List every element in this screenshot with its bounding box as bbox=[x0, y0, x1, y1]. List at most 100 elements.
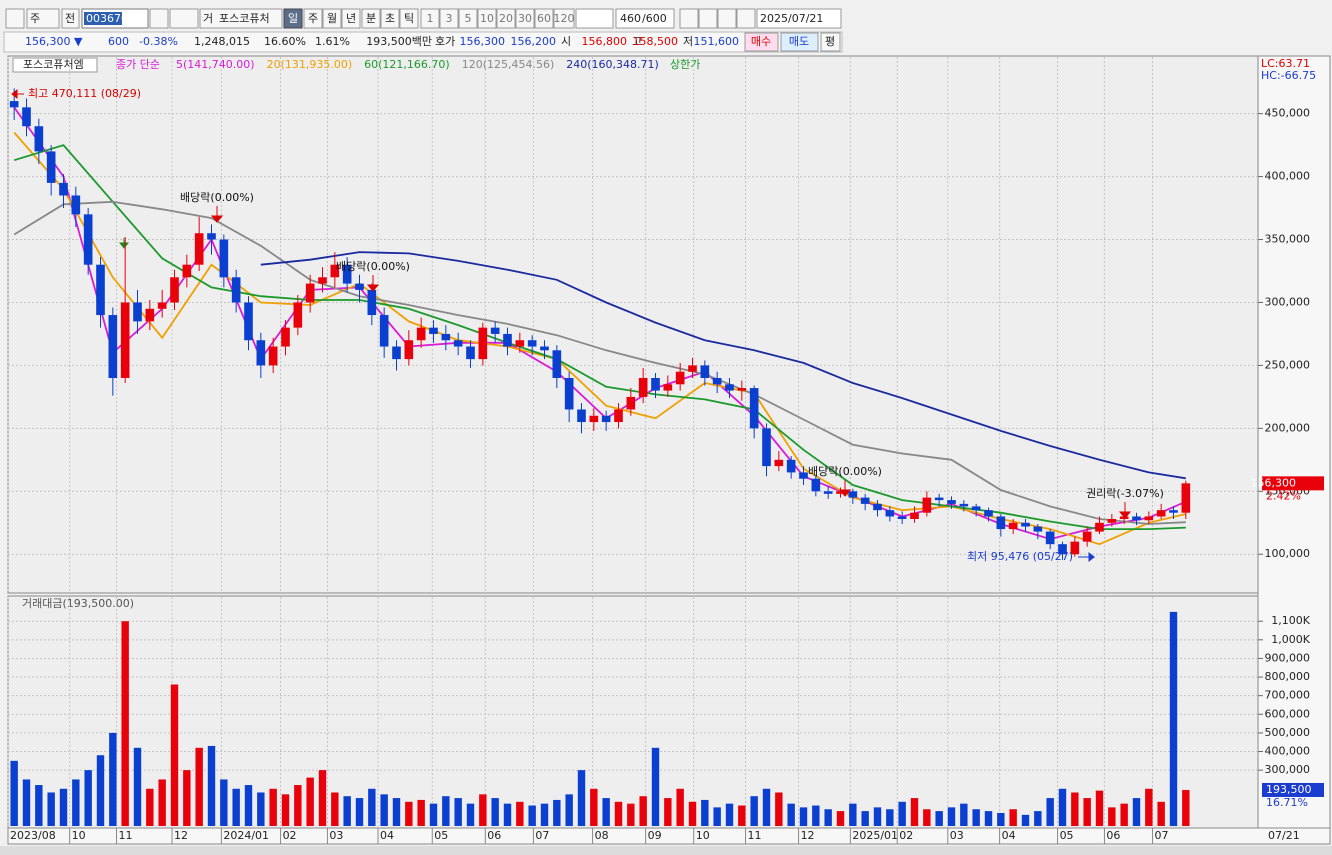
candle-body bbox=[1082, 531, 1092, 542]
sound-button[interactable] bbox=[169, 8, 199, 29]
candle-body bbox=[503, 333, 512, 347]
interval-button[interactable] bbox=[553, 8, 575, 29]
interval-button[interactable] bbox=[420, 8, 440, 29]
candle-body bbox=[367, 289, 377, 316]
legend-entry: 120(125,454.56) bbox=[462, 58, 555, 71]
interval-select[interactable] bbox=[575, 8, 614, 29]
period-button[interactable] bbox=[303, 8, 323, 29]
market-select[interactable] bbox=[26, 8, 60, 29]
volume-bar bbox=[22, 779, 31, 826]
volume-bar bbox=[479, 794, 487, 826]
sell-button[interactable] bbox=[780, 32, 819, 52]
volume-bar bbox=[1071, 792, 1079, 826]
save-button[interactable] bbox=[717, 8, 737, 29]
ma-type-label: 종가 단순 bbox=[116, 58, 160, 71]
period-button[interactable] bbox=[380, 8, 400, 29]
name-field[interactable] bbox=[199, 8, 283, 29]
x-tick-label: 07 bbox=[535, 829, 549, 842]
toolbar-text: 5 bbox=[465, 12, 472, 25]
toolbar-text: 10 bbox=[480, 12, 494, 25]
candle-body bbox=[453, 340, 463, 347]
volume-bar bbox=[466, 803, 475, 826]
volume-bar bbox=[207, 745, 216, 826]
buy-button[interactable] bbox=[744, 32, 779, 52]
toolbar-text: /600 bbox=[642, 12, 667, 25]
candle-body bbox=[700, 365, 710, 378]
candle-body bbox=[404, 340, 414, 360]
quote-text: -0.38% bbox=[139, 35, 178, 48]
date-input[interactable] bbox=[756, 8, 842, 29]
symbol-label: 포스코퓨처엠 bbox=[23, 58, 84, 71]
legend-entry: 20(131,935.00) bbox=[267, 58, 353, 71]
settings-button[interactable] bbox=[736, 8, 756, 29]
annotation-arrow bbox=[11, 88, 24, 100]
volume-bar bbox=[676, 788, 684, 826]
y-tick-label: 100,000 bbox=[1265, 547, 1311, 560]
volume-bar bbox=[380, 794, 388, 826]
interval-button[interactable] bbox=[458, 8, 478, 29]
candle-body bbox=[1070, 541, 1080, 555]
volume-bar bbox=[799, 807, 808, 826]
candle-body bbox=[83, 214, 93, 265]
scrollbar[interactable] bbox=[0, 846, 1332, 855]
interval-button[interactable] bbox=[496, 8, 516, 29]
volume-bar bbox=[886, 809, 894, 826]
quote-text: 16.60% bbox=[264, 35, 306, 48]
volume-bar bbox=[923, 809, 931, 826]
candle-body bbox=[577, 409, 586, 423]
period-button[interactable] bbox=[399, 8, 419, 29]
candle-body bbox=[182, 264, 192, 278]
candle-body bbox=[1033, 526, 1043, 532]
last-price-box bbox=[1262, 476, 1324, 491]
toolbar-text: 1 bbox=[427, 12, 434, 25]
period-button-selected[interactable] bbox=[283, 8, 303, 29]
interval-button[interactable] bbox=[477, 8, 497, 29]
x-tick-label: 05 bbox=[1060, 829, 1074, 842]
period-button[interactable] bbox=[361, 8, 381, 29]
interval-button[interactable] bbox=[515, 8, 535, 29]
volume-bar bbox=[713, 807, 721, 826]
all-button[interactable] bbox=[61, 8, 80, 29]
volume-bar bbox=[170, 684, 179, 826]
quote-text: 156,800 bbox=[582, 35, 628, 48]
y-tick-label: 400,000 bbox=[1265, 170, 1311, 183]
candle-body bbox=[540, 346, 549, 351]
volume-bar bbox=[738, 805, 746, 826]
balance-button[interactable] bbox=[820, 32, 841, 52]
interval-button[interactable] bbox=[439, 8, 459, 29]
last-volume-label: 193,500 bbox=[1266, 783, 1312, 796]
volume-bar bbox=[614, 801, 623, 826]
x-tick-label: 04 bbox=[380, 829, 394, 842]
volume-bar bbox=[1009, 809, 1017, 826]
quote-bar: 156,300 ▼ 600 -0.38% 1,248,015 16.60% 1.… bbox=[3, 31, 843, 53]
candle-body bbox=[1008, 522, 1018, 530]
interval-button[interactable] bbox=[534, 8, 554, 29]
x-axis-panel bbox=[7, 827, 1331, 845]
volume-bar bbox=[121, 621, 129, 826]
y-tick-label: 250,000 bbox=[1265, 358, 1311, 371]
candle-body bbox=[145, 308, 155, 322]
period-button[interactable] bbox=[341, 8, 361, 29]
annotation: 최고 470,111 (08/29) bbox=[28, 87, 141, 100]
legend-entry: 240(160,348.71) bbox=[566, 58, 659, 71]
period-button[interactable] bbox=[322, 8, 342, 29]
volume-bar bbox=[133, 747, 142, 826]
candle-body bbox=[1169, 510, 1178, 513]
quote-text: 1.61% bbox=[315, 35, 350, 48]
volume-bar bbox=[1108, 807, 1116, 826]
candle-body bbox=[860, 497, 870, 504]
x-tick-label: 12 bbox=[174, 829, 188, 842]
count-input[interactable] bbox=[615, 8, 675, 29]
quote-text: 고 bbox=[632, 35, 642, 48]
candle-body bbox=[1095, 522, 1104, 532]
x-tick-label: 03 bbox=[950, 829, 964, 842]
menu-button[interactable] bbox=[5, 8, 25, 29]
candle-body bbox=[626, 396, 636, 410]
candle-body bbox=[996, 516, 1006, 530]
search-button[interactable] bbox=[149, 8, 169, 29]
candle-body bbox=[108, 315, 118, 378]
tool-button[interactable] bbox=[679, 8, 699, 29]
annotation: 배당락(0.00%) bbox=[180, 191, 254, 204]
y-tick-label: 1,000K bbox=[1271, 633, 1310, 646]
tool-button[interactable] bbox=[698, 8, 718, 29]
